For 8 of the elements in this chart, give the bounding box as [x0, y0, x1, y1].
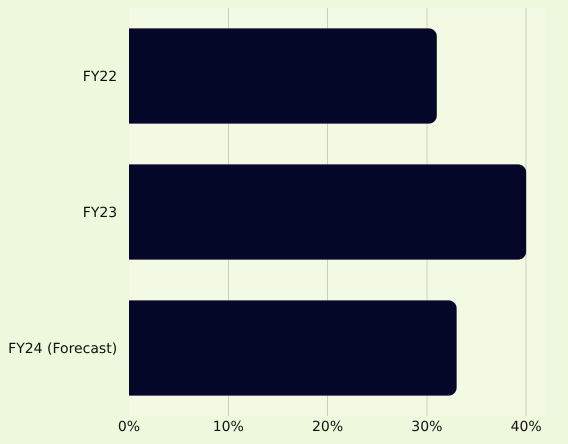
x-tick-label: 30% [411, 419, 442, 435]
y-tick-label: FY23 [82, 204, 118, 221]
y-tick-label: FY22 [82, 68, 118, 85]
x-tick-label: 40% [510, 419, 542, 435]
x-tick-label: 0% [118, 419, 140, 435]
y-tick-label: FY24 (Forecast) [8, 340, 118, 357]
x-tick-label: 20% [312, 419, 344, 435]
x-tick-label: 10% [212, 419, 244, 435]
